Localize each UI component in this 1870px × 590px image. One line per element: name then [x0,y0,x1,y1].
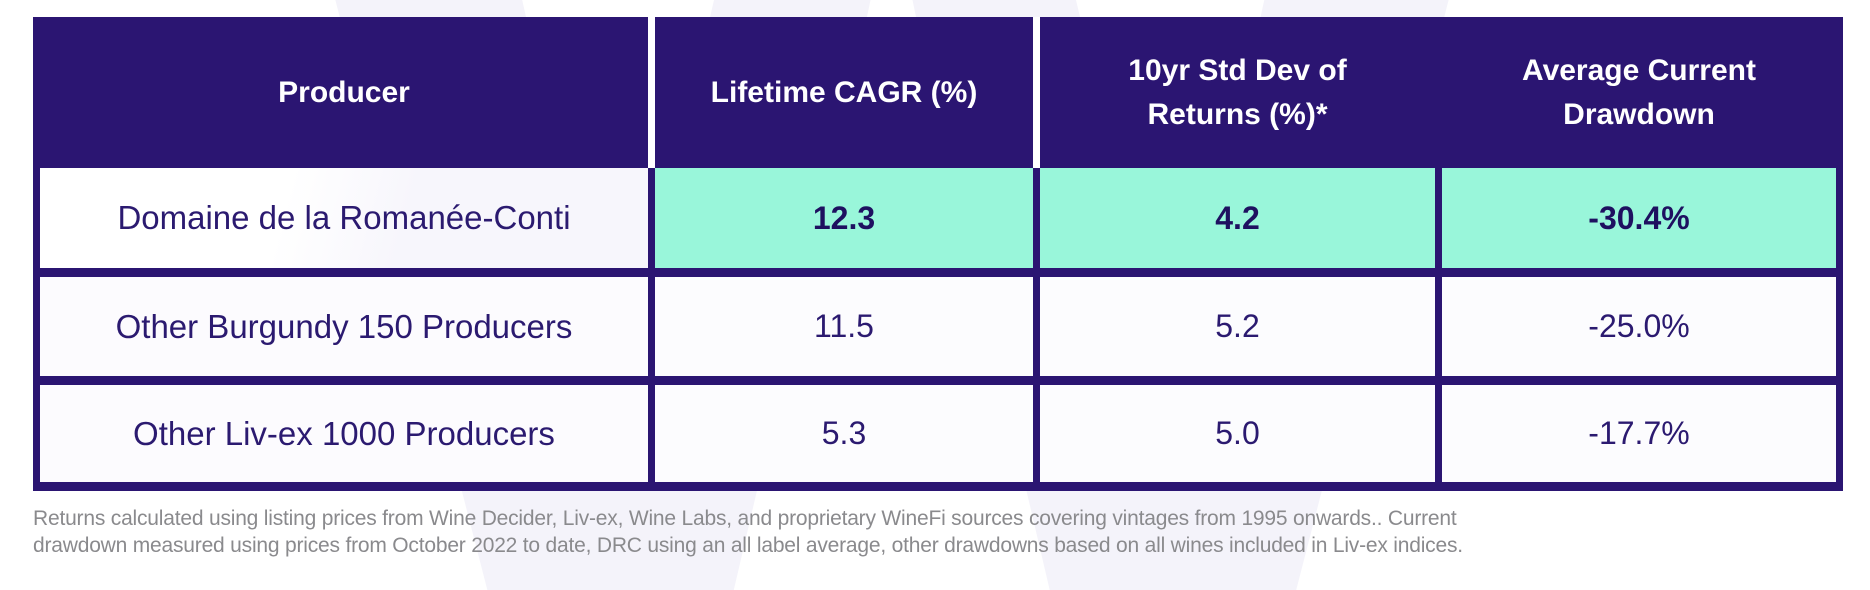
column-header-std-dev: 10yr Std Dev of Returns (%)* [1128,54,1347,131]
methodology-footnote: Returns calculated using listing prices … [33,507,1463,558]
table-row-2-avg-drawdown: -25.0% [1442,277,1836,376]
table-row-3-std-dev: 5.0 [1040,385,1435,482]
producer-performance-table: Producer Lifetime CAGR (%) 10yr Std Dev … [33,17,1843,491]
table-row-3-avg-drawdown: -17.7% [1442,385,1836,482]
table-row-1-lifetime-cagr: 12.3 [655,168,1033,268]
table-row-2-std-dev: 5.2 [1040,277,1435,376]
table-row-2-lifetime-cagr: 11.5 [655,277,1033,376]
table-row-2-producer: Other Burgundy 150 Producers [40,277,648,376]
header-gap-divider-1 [648,17,655,168]
table-row-1-producer: Domaine de la Romanée-Conti [40,168,648,268]
table-row-3-lifetime-cagr: 5.3 [655,385,1033,482]
header-gap-divider-2 [1033,17,1040,168]
table-row-1-avg-drawdown: -30.4% [1442,168,1836,268]
column-header-avg-drawdown: Average Current Drawdown [1522,54,1756,131]
column-header-producer: Producer [278,75,410,109]
table-row-3-producer: Other Liv-ex 1000 Producers [40,385,648,482]
column-header-lifetime-cagr: Lifetime CAGR (%) [710,75,978,109]
table-row-1-std-dev: 4.2 [1040,168,1435,268]
